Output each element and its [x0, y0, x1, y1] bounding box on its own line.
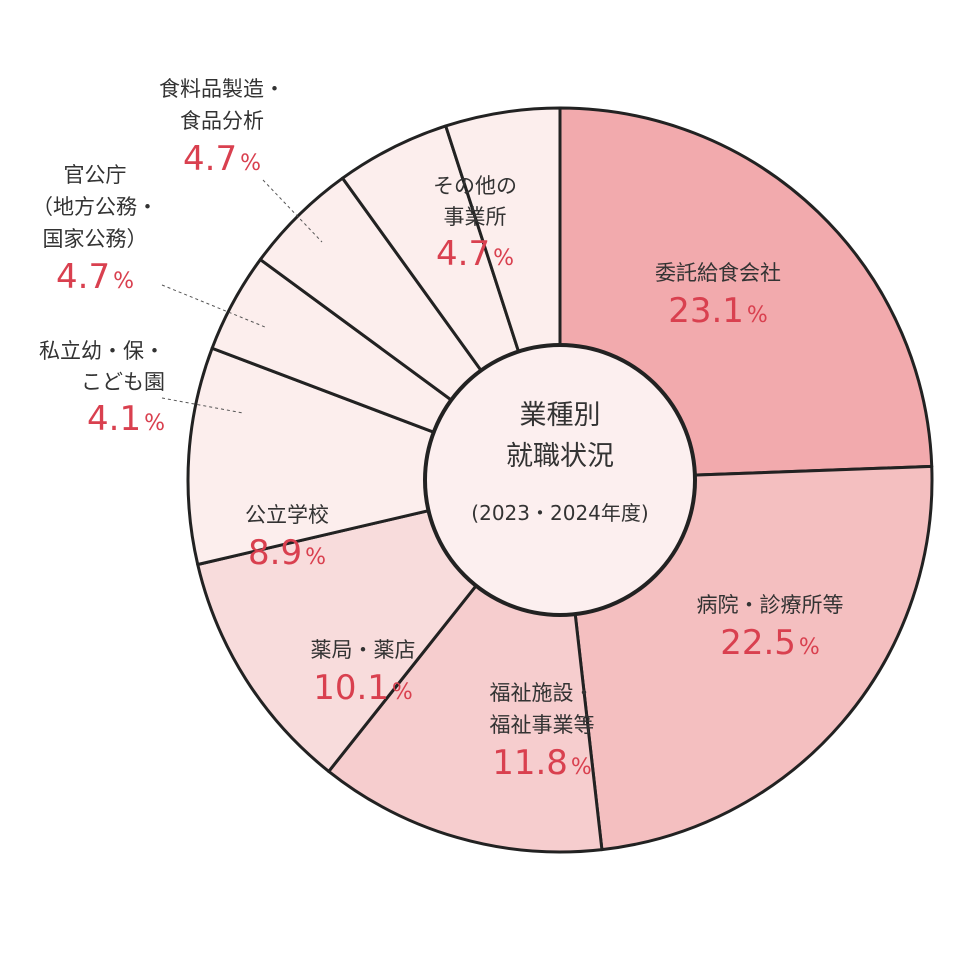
slice-label-2-line-1: 病院・診療所等 [697, 593, 844, 617]
slice-value-8: 4.7% [183, 139, 261, 179]
slice-value-5: 8.9% [248, 533, 326, 573]
pie-slice-5 [186, 346, 562, 566]
leader-line-8 [262, 179, 323, 243]
slice-value-2: 22.5% [720, 623, 820, 663]
leader-line-7 [161, 284, 266, 328]
slice-value-1: 23.1% [668, 291, 768, 331]
slice-label-1-line-1: 委託給食会社 [655, 261, 781, 285]
center-title-line1: 業種別 [520, 400, 601, 431]
slice-value-4: 10.1% [313, 668, 413, 708]
slice-label-6-line-2: こども園 [81, 370, 165, 394]
slice-label-9-line-1: その他の [433, 174, 517, 198]
slice-label-9-line-2: 事業所 [444, 205, 507, 229]
slice-label-7-line-2: （地方公務・ [32, 195, 158, 219]
slice-labels: 委託給食会社 23.1 % 病院・診療所等 22.5 % 福祉施設・福祉事業等 11.8 % 薬局… [32, 77, 844, 783]
slice-value-7: 4.7% [56, 257, 134, 297]
slice-label-4-line-1: 薬局・薬店 [311, 638, 416, 662]
slice-value-6: 4.1% [87, 399, 165, 439]
center-title-line2: 就職状況 [506, 441, 614, 472]
slice-label-3-line-2: 福祉事業等 [490, 713, 595, 737]
slice-label-8-line-1: 食料品製造・ [159, 77, 285, 101]
slice-label-6-line-1: 私立幼・保・ [39, 339, 165, 363]
slice-label-3-line-1: 福祉施設・ [490, 681, 595, 705]
slice-label-7-line-1: 官公庁 [64, 163, 127, 187]
center-circle [423, 343, 697, 617]
slice-label-8-line-2: 食品分析 [180, 109, 264, 133]
slice-label-7-line-3: 国家公務） [43, 227, 148, 251]
center-subtitle: (2023・2024年度) [471, 501, 648, 525]
leader-lines [161, 179, 323, 414]
leader-line-6 [161, 397, 244, 414]
slice-value-3: 11.8% [492, 743, 592, 783]
slice-value-9: 4.7% [436, 234, 514, 274]
slice-label-5-line-1: 公立学校 [245, 503, 329, 527]
